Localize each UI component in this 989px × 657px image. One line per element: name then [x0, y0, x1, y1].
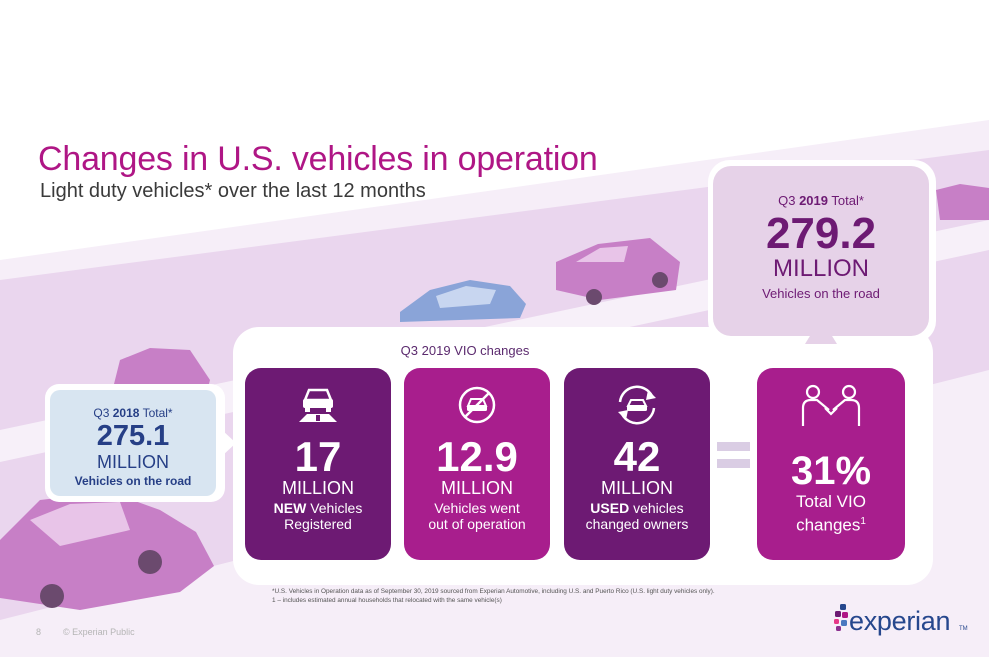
used-vehicles-unit: MILLION [600, 478, 674, 498]
page-title: Changes in U.S. vehicles in operation [38, 140, 598, 178]
footnote-line: 1 – includes estimated annual households… [272, 597, 502, 604]
equals-sign [717, 442, 750, 476]
logo-wordmark: experian [849, 606, 951, 636]
out-of-operation-description: Vehicles went out of operation [428, 500, 526, 532]
total-vio-value: 31% [790, 449, 872, 493]
experian-logo: experian TM [832, 604, 968, 640]
q3-2019-callout: Q3 2019 Total* 279.2 MILLION Vehicles on… [713, 166, 929, 336]
used-vehicles-tile: 42 MILLION USED vehicles changed owners [564, 368, 710, 560]
q3-2018-label: Q3 2018 Total* [93, 406, 173, 420]
panel-heading: Q3 2019 VIO changes [400, 343, 530, 358]
q3-2018-unit: MILLION [96, 452, 170, 472]
no-car-icon [458, 386, 496, 424]
callout-pointer [222, 430, 236, 456]
q3-2018-value: 275.1 [96, 420, 170, 452]
car-illustration [936, 184, 989, 220]
handshake-icon [801, 384, 861, 426]
page-number: 8 [36, 627, 42, 637]
page-subtitle: Light duty vehicles* over the last 12 mo… [40, 180, 426, 202]
new-vehicles-unit: MILLION [281, 478, 355, 498]
used-vehicles-description: USED vehicles changed owners [585, 500, 689, 532]
new-vehicles-tile: 17 MILLION NEW Vehicles Registered [245, 368, 391, 560]
car-illustration [556, 238, 680, 305]
car-on-road-icon [299, 388, 337, 422]
copyright-notice: © Experian Public [63, 627, 135, 637]
logo-dots-icon [834, 604, 848, 631]
out-of-operation-value: 12.9 [436, 433, 518, 480]
logo-trademark: TM [959, 626, 968, 632]
q3-2018-description: Vehicles on the road [74, 474, 192, 488]
q3-2019-value: 279.2 [765, 209, 877, 258]
new-vehicles-description: NEW Vehicles Registered [273, 500, 363, 532]
total-vio-changes-tile: 31% Total VIO changes1 [757, 368, 905, 560]
q3-2019-label: Q3 2019 Total* [778, 193, 864, 208]
footnote-line: *U.S. Vehicles in Operation data as of S… [272, 588, 715, 595]
out-of-operation-unit: MILLION [440, 478, 514, 498]
q3-2019-description: Vehicles on the road [762, 286, 880, 301]
car-cycle-icon [618, 385, 656, 425]
footnotes: *U.S. Vehicles in Operation data as of S… [272, 587, 715, 605]
q3-2019-unit: MILLION [772, 255, 870, 282]
out-of-operation-tile: 12.9 MILLION Vehicles went out of operat… [404, 368, 550, 560]
used-vehicles-value: 42 [613, 433, 661, 480]
car-illustration [400, 280, 526, 322]
new-vehicles-value: 17 [294, 433, 342, 480]
car-illustration [0, 492, 214, 610]
total-vio-description: Total VIO changes1 [796, 492, 866, 535]
q3-2018-callout: Q3 2018 Total* 275.1 MILLION Vehicles on… [50, 390, 216, 496]
